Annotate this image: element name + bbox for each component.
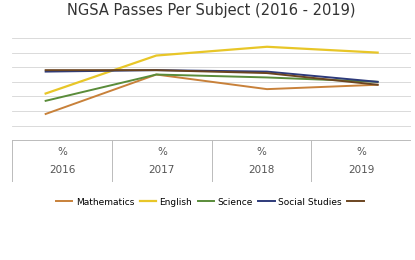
- Text: %: %: [157, 147, 167, 157]
- Text: %: %: [356, 147, 366, 157]
- Text: %: %: [57, 147, 67, 157]
- Text: 2016: 2016: [49, 165, 76, 175]
- Text: 2018: 2018: [248, 165, 275, 175]
- Text: 2017: 2017: [149, 165, 175, 175]
- Title: NGSA Passes Per Subject (2016 - 2019): NGSA Passes Per Subject (2016 - 2019): [67, 3, 356, 18]
- Legend: Mathematics, English, Science, Social Studies, : Mathematics, English, Science, Social St…: [52, 194, 371, 210]
- Text: 2019: 2019: [348, 165, 374, 175]
- Text: %: %: [256, 147, 266, 157]
